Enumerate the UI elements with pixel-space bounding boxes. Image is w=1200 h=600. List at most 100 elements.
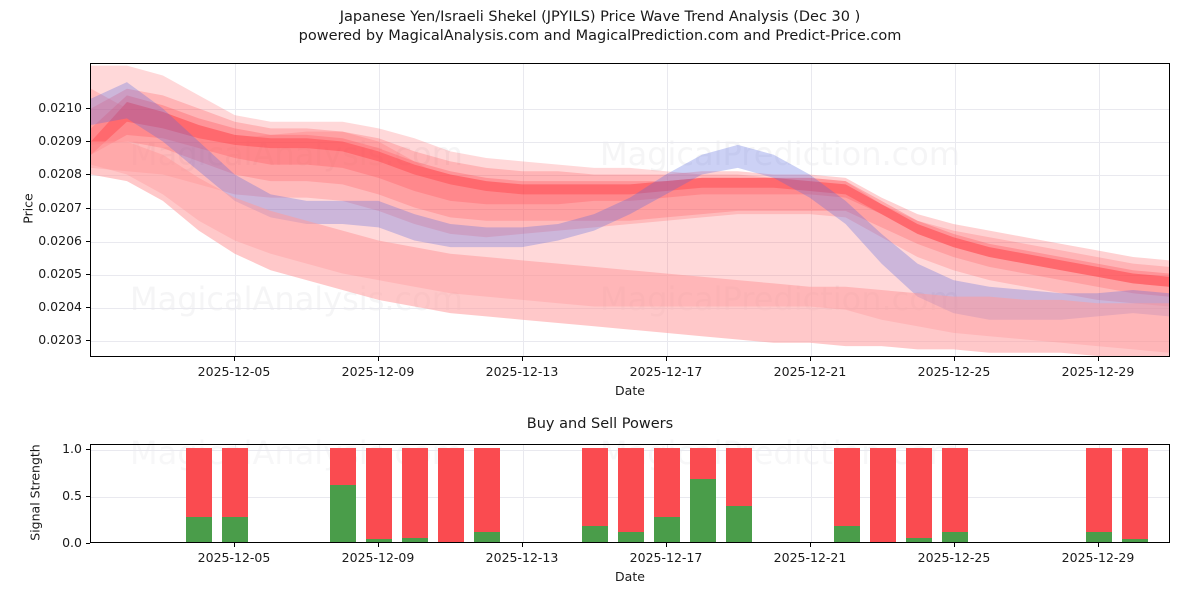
- power-bar[interactable]: [366, 447, 392, 542]
- powers-chart-x-axis-label: Date: [615, 569, 645, 584]
- power-bar[interactable]: [870, 447, 896, 542]
- power-bar[interactable]: [330, 447, 356, 542]
- power-bar[interactable]: [1122, 447, 1148, 542]
- y-tick-mark: [86, 240, 90, 242]
- x-tick-mark: [954, 357, 955, 361]
- sell-power-segment: [906, 447, 932, 539]
- power-bar[interactable]: [726, 447, 752, 542]
- buy-power-segment: [330, 485, 356, 542]
- wave-band-area: [91, 95, 1169, 287]
- x-tick-label: 2025-12-09: [341, 550, 415, 565]
- price-chart-y-axis-label: Price: [20, 193, 36, 224]
- buy-sell-powers-chart: [90, 444, 1170, 543]
- buy-power-segment: [402, 538, 428, 542]
- y-tick-label: 0.0210: [38, 99, 82, 115]
- x-tick-mark: [1098, 543, 1099, 547]
- sell-power-segment: [690, 447, 716, 479]
- buy-power-segment: [942, 531, 968, 542]
- wave-band-area: [91, 88, 1169, 297]
- buy-power-segment: [654, 516, 680, 542]
- chart-title-line-2: powered by MagicalAnalysis.com and Magic…: [298, 28, 902, 44]
- y-tick-label: 0.0206: [38, 232, 82, 248]
- price-wave-chart: [90, 63, 1170, 357]
- power-bar[interactable]: [402, 447, 428, 542]
- sell-power-segment: [330, 447, 356, 486]
- y-tick-mark: [86, 107, 90, 109]
- gridline-horizontal: [91, 142, 1169, 144]
- power-bar[interactable]: [690, 447, 716, 542]
- buy-power-segment: [906, 538, 932, 542]
- power-bar[interactable]: [906, 447, 932, 542]
- wave-band-area: [91, 65, 1169, 353]
- x-tick-mark: [234, 357, 235, 361]
- gridline-vertical: [523, 64, 524, 356]
- buy-power-segment: [222, 516, 248, 542]
- power-bar[interactable]: [438, 447, 464, 542]
- y-tick-label: 1.0: [62, 440, 82, 456]
- buy-power-segment: [1086, 531, 1112, 542]
- gridline-vertical: [955, 64, 956, 356]
- gridline-horizontal: [91, 241, 1169, 243]
- buy-power-segment: [366, 539, 392, 542]
- buy-power-segment: [474, 531, 500, 542]
- sell-power-segment: [618, 447, 644, 532]
- x-tick-mark: [1098, 357, 1099, 361]
- buy-power-segment: [690, 478, 716, 542]
- y-tick-mark: [86, 207, 90, 209]
- sell-power-segment: [942, 447, 968, 532]
- power-bar[interactable]: [618, 447, 644, 542]
- x-tick-mark: [378, 543, 379, 547]
- sell-power-segment: [402, 447, 428, 539]
- power-bar[interactable]: [186, 447, 212, 542]
- power-bar[interactable]: [582, 447, 608, 542]
- y-tick-mark: [86, 141, 90, 143]
- x-tick-mark: [666, 357, 667, 361]
- x-tick-mark: [810, 543, 811, 547]
- sell-power-segment: [1122, 447, 1148, 540]
- sell-power-segment: [870, 447, 896, 542]
- y-tick-label: 0.0203: [38, 332, 82, 348]
- x-tick-mark: [810, 357, 811, 361]
- gridline-vertical: [523, 445, 524, 542]
- x-tick-label: 2025-12-29: [1061, 550, 1135, 565]
- y-tick-mark: [86, 448, 90, 450]
- x-tick-label: 2025-12-17: [629, 364, 703, 379]
- buy-power-segment: [618, 531, 644, 542]
- x-tick-label: 2025-12-09: [341, 364, 415, 379]
- price-chart-x-axis-label: Date: [615, 383, 645, 398]
- sell-power-segment: [186, 447, 212, 517]
- x-tick-label: 2025-12-17: [629, 550, 703, 565]
- x-tick-label: 2025-12-05: [197, 550, 271, 565]
- gridline-horizontal: [91, 175, 1169, 177]
- y-tick-mark: [86, 543, 90, 544]
- sell-power-segment: [582, 447, 608, 526]
- power-bar[interactable]: [654, 447, 680, 542]
- buy-power-segment: [726, 506, 752, 542]
- power-bar[interactable]: [474, 447, 500, 542]
- x-tick-mark: [522, 543, 523, 547]
- power-bar[interactable]: [1086, 447, 1112, 542]
- power-bar[interactable]: [222, 447, 248, 542]
- gridline-horizontal: [91, 341, 1169, 343]
- y-tick-label: 0.0209: [38, 133, 82, 149]
- wave-band-area: [91, 82, 1169, 320]
- y-tick-mark: [86, 174, 90, 176]
- y-tick-mark: [86, 273, 90, 275]
- x-tick-mark: [378, 357, 379, 361]
- x-tick-label: 2025-12-25: [917, 364, 991, 379]
- chart-title-line-1: Japanese Yen/Israeli Shekel (JPYILS) Pri…: [339, 9, 861, 25]
- powers-bar-container: [91, 445, 1169, 542]
- x-tick-label: 2025-12-25: [917, 550, 991, 565]
- powers-chart-title: Buy and Sell Powers: [526, 416, 674, 432]
- power-bar[interactable]: [834, 447, 860, 542]
- page-title: Japanese Yen/Israeli Shekel (JPYILS) Pri…: [0, 8, 1200, 46]
- x-tick-label: 2025-12-29: [1061, 364, 1135, 379]
- buy-power-segment: [834, 525, 860, 542]
- x-tick-label: 2025-12-05: [197, 364, 271, 379]
- gridline-horizontal: [91, 208, 1169, 210]
- sell-power-segment: [1086, 447, 1112, 532]
- power-bar[interactable]: [942, 447, 968, 542]
- y-tick-mark: [86, 307, 90, 309]
- sell-power-segment: [222, 447, 248, 517]
- sell-power-segment: [834, 447, 860, 526]
